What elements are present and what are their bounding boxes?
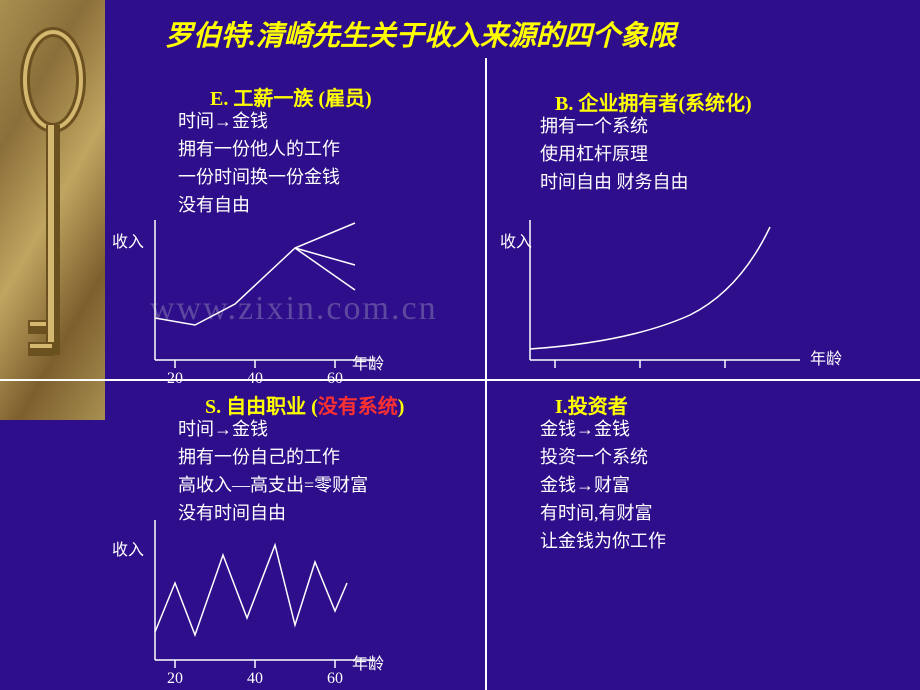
bullet-text: 金钱→金钱 bbox=[540, 416, 666, 444]
quad-i-prefix: I. bbox=[555, 396, 568, 418]
key-image bbox=[0, 0, 105, 420]
bullet-text: 拥有一个系统 bbox=[540, 113, 689, 141]
tick: 60 bbox=[327, 670, 343, 688]
quadrant-b-label: B. 企业拥有者(系统化) bbox=[555, 87, 752, 116]
quad-s-prefix: S. bbox=[205, 396, 226, 418]
quadrant-e-label: E. 工薪一族 (雇员) bbox=[210, 82, 372, 111]
quadrant-i-label: I.投资者 bbox=[555, 390, 628, 419]
chart-b bbox=[510, 220, 800, 380]
quad-e-text: 工薪一族 (雇员) bbox=[233, 88, 371, 110]
tick: 20 bbox=[167, 670, 183, 688]
chart-s-ylabel: 收入 bbox=[112, 536, 144, 560]
quad-b-prefix: B. bbox=[555, 93, 578, 115]
bullet-text: 时间自由 财务自由 bbox=[540, 169, 689, 197]
tick: 60 bbox=[327, 370, 343, 388]
bullet-text: 没有自由 bbox=[178, 192, 340, 220]
chart-e-ylabel: 收入 bbox=[112, 228, 144, 252]
bullet-text: 时间→金钱 bbox=[178, 416, 368, 444]
bullet-text: 投资一个系统 bbox=[540, 444, 666, 472]
chart-b-xlabel: 年龄 bbox=[810, 345, 842, 369]
bullet-text: 拥有一份他人的工作 bbox=[178, 136, 340, 164]
quadrant-s-bullets: 时间→金钱 拥有一份自己的工作 高收入—高支出=零财富 没有时间自由 bbox=[178, 416, 368, 528]
bullet-text: 使用杠杆原理 bbox=[540, 141, 689, 169]
vertical-divider bbox=[485, 58, 487, 690]
quad-e-prefix: E. bbox=[210, 88, 233, 110]
tick: 40 bbox=[247, 670, 263, 688]
bullet-text: 有时间,有财富 bbox=[540, 500, 666, 528]
chart-s bbox=[145, 520, 385, 680]
bullet-text: 让金钱为你工作 bbox=[540, 528, 666, 556]
tick: 40 bbox=[247, 370, 263, 388]
tick: 20 bbox=[167, 370, 183, 388]
quad-s-mid: 自由职业 ( bbox=[226, 396, 318, 418]
bullet-text: 高收入—高支出=零财富 bbox=[178, 472, 368, 500]
quad-b-text: 企业拥有者(系统化) bbox=[578, 93, 751, 115]
bullet-text: 时间→金钱 bbox=[178, 108, 340, 136]
quadrant-i-bullets: 金钱→金钱 投资一个系统 金钱→财富 有时间,有财富 让金钱为你工作 bbox=[540, 416, 666, 555]
key-icon bbox=[18, 20, 88, 400]
quad-s-red: 没有系统 bbox=[318, 396, 398, 418]
quad-i-text: 投资者 bbox=[568, 396, 628, 418]
quadrant-s-label: S. 自由职业 (没有系统) bbox=[205, 390, 404, 419]
quadrant-b-bullets: 拥有一个系统 使用杠杆原理 时间自由 财务自由 bbox=[540, 113, 689, 197]
page-title: 罗伯特.清崎先生关于收入来源的四个象限 bbox=[165, 14, 676, 54]
chart-e bbox=[145, 220, 385, 380]
quad-s-end: ) bbox=[398, 396, 405, 418]
quadrant-e-bullets: 时间→金钱 拥有一份他人的工作 一份时间换一份金钱 没有自由 bbox=[178, 108, 340, 220]
bullet-text: 一份时间换一份金钱 bbox=[178, 164, 340, 192]
bullet-text: 金钱→财富 bbox=[540, 472, 666, 500]
bullet-text: 拥有一份自己的工作 bbox=[178, 444, 368, 472]
